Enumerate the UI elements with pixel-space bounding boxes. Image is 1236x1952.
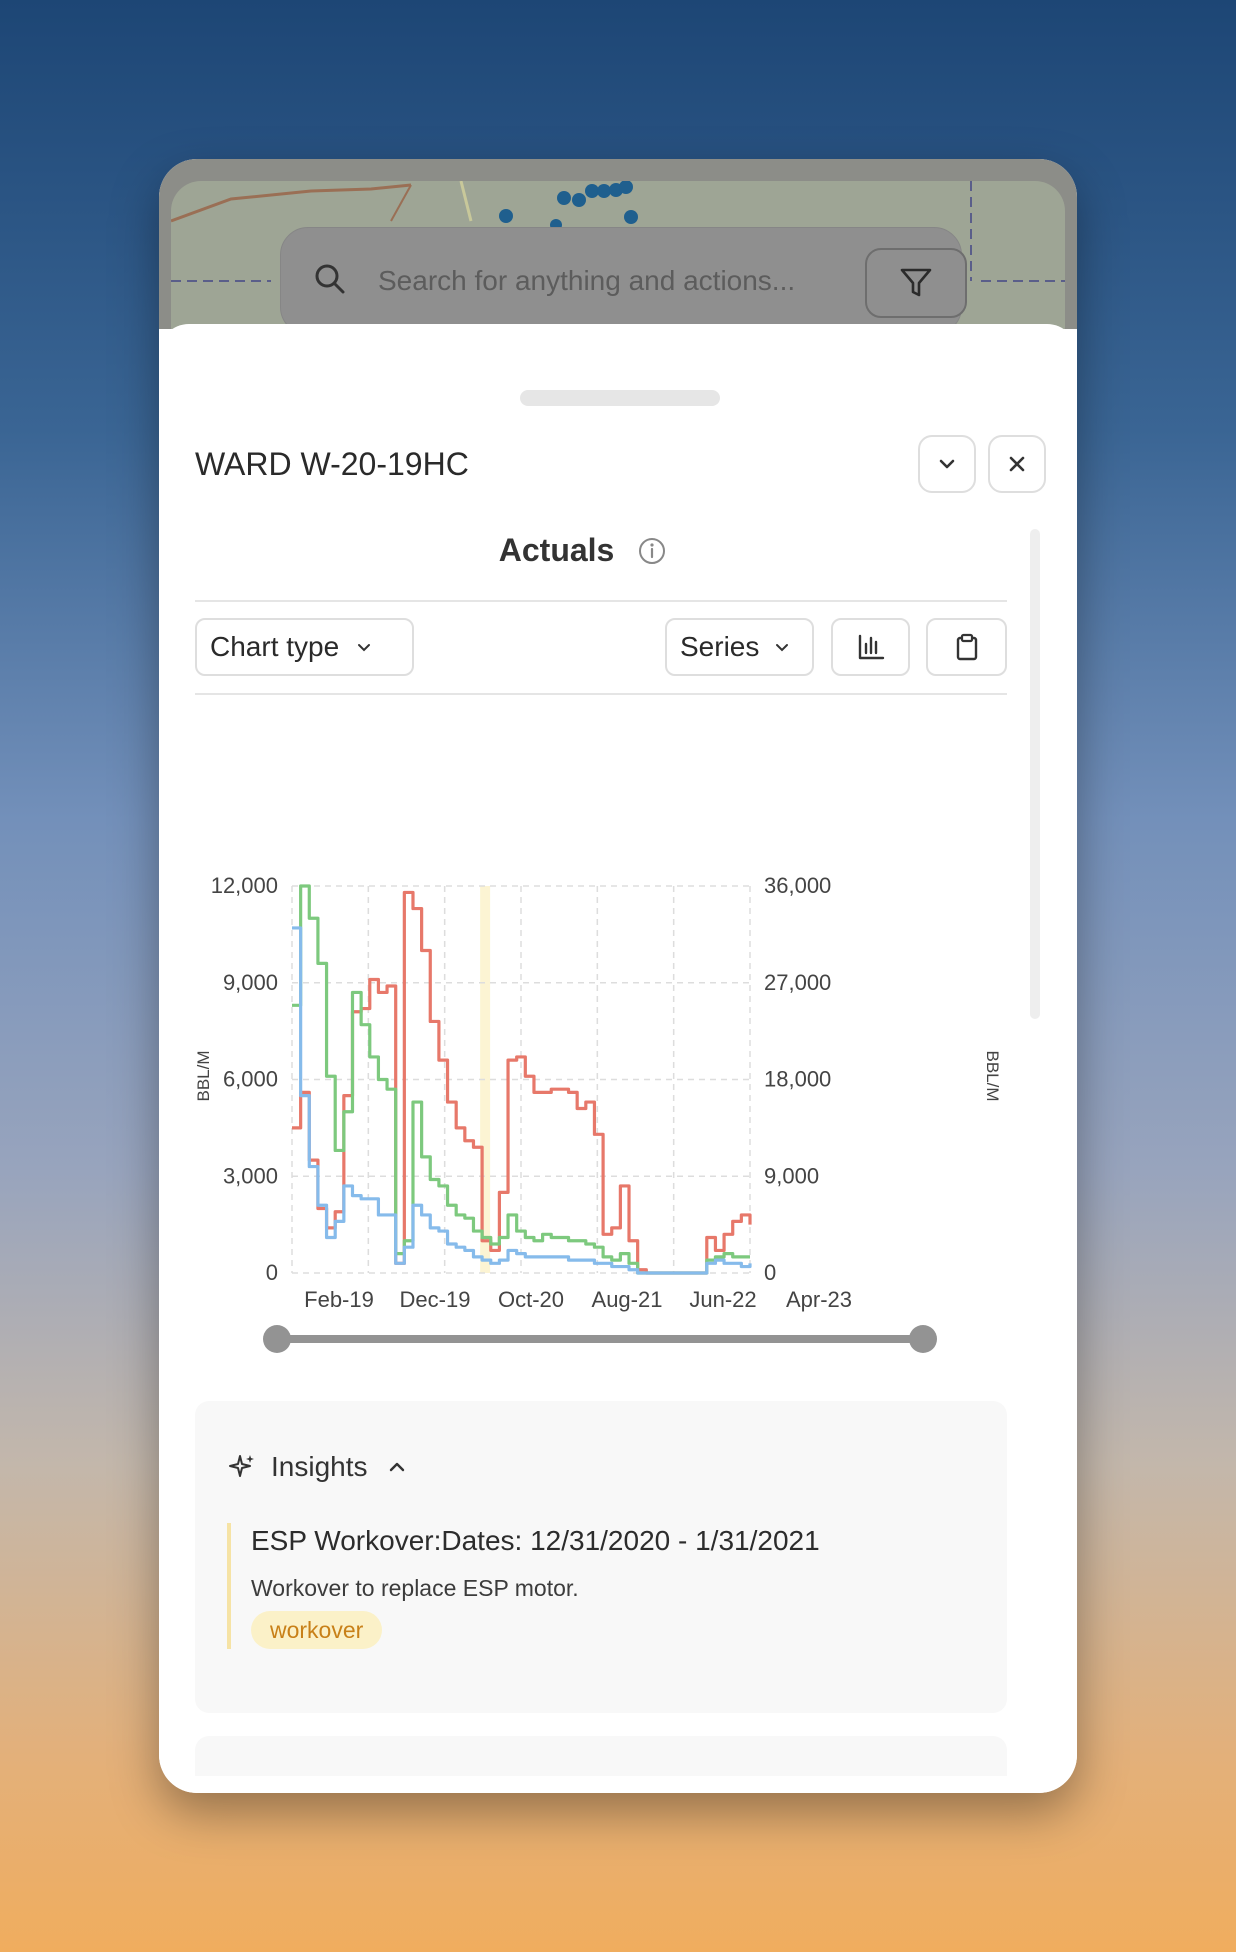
insight-item[interactable]: ESP Workover:Dates: 12/31/2020 - 1/31/20…: [227, 1523, 967, 1649]
clipboard-icon: [956, 633, 977, 661]
chart-svg[interactable]: 0 0 3,000 9,000 6,000 18,000 9,000 27,000 12,000…: [194, 836, 1007, 1416]
filter-button[interactable]: [865, 248, 967, 318]
chevron-down-icon: [776, 644, 789, 652]
chart-view-button[interactable]: [831, 618, 910, 676]
bottom-sheet: WARD W-20-19HC Actuals Chart type: [159, 324, 1077, 1793]
x-tick: Oct-20: [498, 1287, 564, 1312]
series-label: Series: [680, 631, 760, 662]
close-button[interactable]: [988, 435, 1046, 493]
series-dropdown[interactable]: Series: [665, 618, 814, 676]
range-slider-end-handle[interactable]: [909, 1325, 937, 1353]
search-bar[interactable]: [280, 227, 967, 329]
chevron-up-icon: [389, 1462, 404, 1472]
y-tick-left: 3,000: [223, 1163, 278, 1188]
bar-chart-icon: [858, 634, 884, 660]
x-tick: Feb-19: [304, 1287, 374, 1312]
x-tick: Jun-22: [689, 1287, 756, 1312]
sheet-drag-handle[interactable]: [520, 390, 720, 406]
range-slider-track[interactable]: [277, 1335, 923, 1343]
chart-series: [292, 884, 752, 1275]
insight-title: ESP Workover:Dates: 12/31/2020 - 1/31/20…: [251, 1525, 820, 1556]
insight-tag: workover: [251, 1611, 383, 1649]
y-tick-right: 36,000: [764, 873, 831, 898]
copy-button[interactable]: [926, 618, 1007, 676]
series-line-2: [292, 926, 752, 1275]
series-line-0: [292, 890, 752, 1275]
y-tick-right: 18,000: [764, 1067, 831, 1092]
chevron-down-icon: [358, 644, 371, 652]
close-icon: [1009, 456, 1025, 472]
range-slider-start-handle[interactable]: [263, 1325, 291, 1353]
filter-icon: [900, 268, 932, 297]
scrollbar[interactable]: [1030, 529, 1040, 1019]
app-window: WARD W-20-19HC Actuals Chart type: [159, 159, 1077, 1793]
x-tick: Apr-23: [786, 1287, 852, 1312]
production-chart[interactable]: 0 0 3,000 9,000 6,000 18,000 9,000 27,000 12,000…: [194, 836, 1007, 1416]
collapse-button[interactable]: [918, 435, 976, 493]
map-features: [171, 181, 1065, 282]
map-background[interactable]: [159, 159, 1077, 329]
x-tick: Dec-19: [400, 1287, 471, 1312]
search-input[interactable]: [376, 260, 840, 302]
info-icon[interactable]: [637, 536, 667, 566]
workover-highlight-band: [480, 886, 491, 1273]
chart-labels: 0 0 3,000 9,000 6,000 18,000 9,000 27,000 12,000…: [211, 873, 852, 1312]
y-tick-right: 0: [764, 1260, 776, 1285]
next-card: [195, 1736, 1007, 1776]
y-tick-right: 27,000: [764, 970, 831, 995]
divider: [195, 600, 1007, 602]
chart-type-label: Chart type: [210, 631, 340, 662]
insights-label: Insights: [271, 1451, 368, 1482]
search-icon: [315, 264, 345, 294]
chart-grid: [291, 885, 751, 1274]
chevron-down-icon: [939, 459, 955, 469]
x-tick: Aug-21: [592, 1287, 663, 1312]
y-tick-left: 0: [266, 1260, 278, 1285]
insights-toggle[interactable]: Insights: [227, 1451, 408, 1483]
y-axis-left-label: BBL/M: [195, 1050, 213, 1101]
insight-description: Workover to replace ESP motor.: [251, 1575, 579, 1601]
y-tick-left: 9,000: [223, 970, 278, 995]
y-tick-right: 9,000: [764, 1163, 819, 1188]
section-title: Actuals: [498, 532, 615, 569]
y-tick-left: 6,000: [223, 1067, 278, 1092]
y-tick-left: 12,000: [211, 873, 278, 898]
sparkle-icon: [229, 1455, 254, 1477]
y-axis-right-label: BBL/M: [983, 1050, 1002, 1101]
insights-panel: Insights ESP Workover:Dates: 12/31/2020 …: [195, 1401, 1007, 1713]
chart-type-dropdown[interactable]: Chart type: [195, 618, 414, 676]
well-title: WARD W-20-19HC: [195, 446, 469, 482]
divider: [195, 693, 1007, 695]
section-header: Actuals: [195, 530, 971, 569]
